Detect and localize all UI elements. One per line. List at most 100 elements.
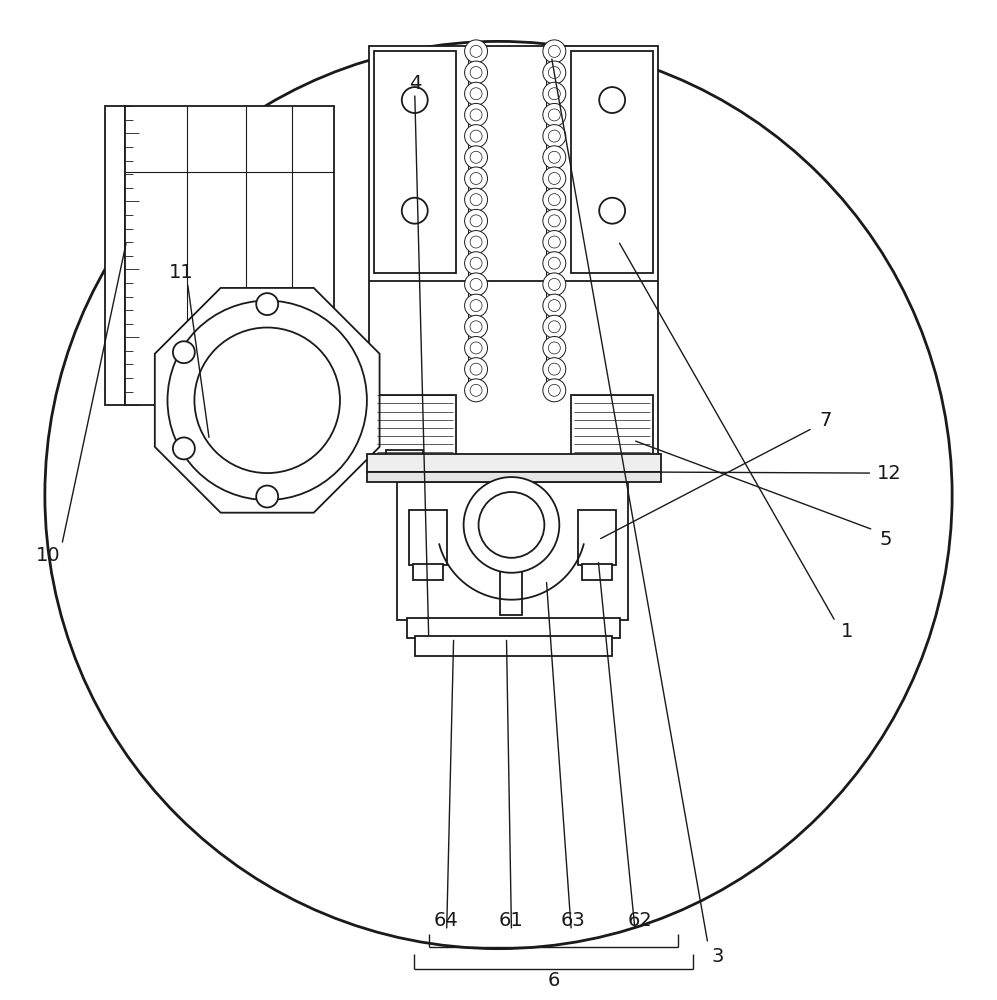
Circle shape [470,321,483,333]
Circle shape [548,45,560,57]
Circle shape [465,231,488,253]
Circle shape [542,315,566,338]
Bar [367,454,661,472]
Circle shape [470,67,483,79]
Bar [469,51,480,390]
Text: 6: 6 [547,971,559,990]
Circle shape [542,167,566,190]
Bar [500,570,522,615]
Bar [413,564,443,580]
Circle shape [465,379,488,402]
Circle shape [402,87,428,113]
Circle shape [542,209,566,232]
Circle shape [465,294,488,317]
Circle shape [548,257,560,269]
Circle shape [465,40,488,63]
Circle shape [465,209,488,232]
Circle shape [548,172,560,184]
Circle shape [465,273,488,296]
Circle shape [542,336,566,359]
Circle shape [470,278,483,290]
Text: 11: 11 [169,263,193,282]
Text: 5: 5 [879,530,891,549]
Circle shape [256,486,278,507]
Circle shape [172,437,194,459]
Circle shape [542,273,566,296]
Circle shape [470,109,483,121]
Bar [374,51,456,273]
Text: 63: 63 [561,911,585,930]
Bar [369,46,658,465]
Bar [409,510,447,565]
Bar [582,564,612,580]
Circle shape [470,88,483,100]
Circle shape [470,215,483,227]
Circle shape [470,342,483,354]
Circle shape [465,125,488,148]
Circle shape [542,40,566,63]
Circle shape [470,363,483,375]
Circle shape [542,146,566,169]
Circle shape [172,341,194,363]
Bar [546,51,558,390]
Circle shape [548,194,560,206]
Text: 10: 10 [36,546,60,565]
Circle shape [548,321,560,333]
Circle shape [470,257,483,269]
Circle shape [542,231,566,253]
Circle shape [167,301,367,500]
Circle shape [470,194,483,206]
Circle shape [599,198,625,224]
Bar [367,472,661,482]
Circle shape [548,130,560,142]
Circle shape [256,293,278,315]
Circle shape [465,146,488,169]
Text: 61: 61 [499,911,523,930]
Bar [105,106,125,405]
Circle shape [465,188,488,211]
Circle shape [194,328,340,473]
Circle shape [548,236,560,248]
Circle shape [479,492,544,558]
Circle shape [548,151,560,163]
Circle shape [465,103,488,126]
Circle shape [470,300,483,312]
Circle shape [465,358,488,381]
Circle shape [45,41,952,949]
Bar [125,106,334,405]
Bar [386,450,423,460]
Circle shape [470,236,483,248]
Circle shape [465,336,488,359]
Text: 7: 7 [820,411,831,430]
Circle shape [548,67,560,79]
Circle shape [464,477,559,573]
Text: 12: 12 [877,464,901,483]
Circle shape [542,252,566,275]
Circle shape [470,45,483,57]
Text: 4: 4 [409,74,421,93]
Text: 1: 1 [841,622,853,641]
Bar [571,395,653,460]
Bar [407,618,620,638]
Text: 3: 3 [712,947,724,966]
Circle shape [470,130,483,142]
Circle shape [470,172,483,184]
Circle shape [402,198,428,224]
Circle shape [465,315,488,338]
Circle shape [599,87,625,113]
Circle shape [465,167,488,190]
Circle shape [542,188,566,211]
Circle shape [470,384,483,396]
Circle shape [548,278,560,290]
Text: 62: 62 [628,911,652,930]
Bar [415,636,612,656]
Circle shape [465,82,488,105]
Circle shape [542,61,566,84]
Circle shape [542,82,566,105]
Circle shape [542,379,566,402]
Circle shape [542,125,566,148]
Circle shape [548,88,560,100]
Bar [578,510,616,565]
Circle shape [465,61,488,84]
Circle shape [465,252,488,275]
